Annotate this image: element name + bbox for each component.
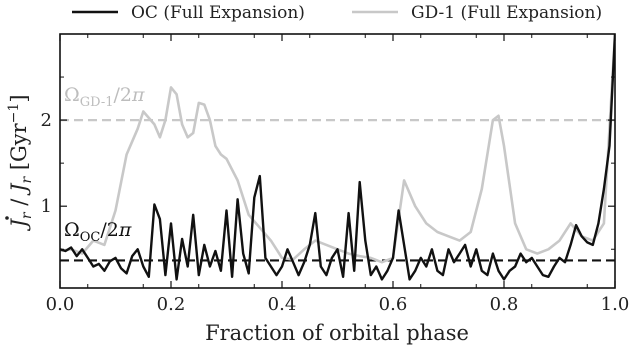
axes-ticks: 0.0 0.2 0.4 0.6 0.8 1.0 1 2 xyxy=(41,34,630,315)
x-axis-label: Fraction of orbital phase xyxy=(205,321,469,345)
x-tick-label: 0.0 xyxy=(46,294,75,315)
legend-label-gd1: GD-1 (Full Expansion) xyxy=(411,3,602,23)
svg-text:ΩOC/2π: ΩOC/2π xyxy=(64,219,132,245)
y-tick-label: 2 xyxy=(41,110,52,131)
y-axis-label: Jr / Jr [Gyr−1] xyxy=(5,94,35,232)
plot-frame xyxy=(59,33,616,289)
series-line-gd1 xyxy=(60,34,615,264)
series-line-oc xyxy=(60,34,615,281)
svg-text:ΩGD-1/2π: ΩGD-1/2π xyxy=(64,84,145,110)
x-tick-label: 0.8 xyxy=(490,294,519,315)
plot-area xyxy=(60,34,615,281)
x-tick-label: 0.6 xyxy=(379,294,408,315)
svg-text:Jr / Jr [Gyr−1]: Jr / Jr [Gyr−1] xyxy=(6,94,35,231)
annotation-gd1: ΩGD-1/2π xyxy=(64,84,145,110)
legend-label-oc: OC (Full Expansion) xyxy=(131,3,305,23)
x-tick-label: 0.4 xyxy=(268,294,297,315)
annotation-oc: ΩOC/2π xyxy=(64,219,132,245)
y-tick-label: 1 xyxy=(41,196,52,217)
legend: OC (Full Expansion) GD-1 (Full Expansion… xyxy=(72,3,602,23)
x-tick-label: 1.0 xyxy=(601,294,630,315)
x-tick-label: 0.2 xyxy=(157,294,186,315)
